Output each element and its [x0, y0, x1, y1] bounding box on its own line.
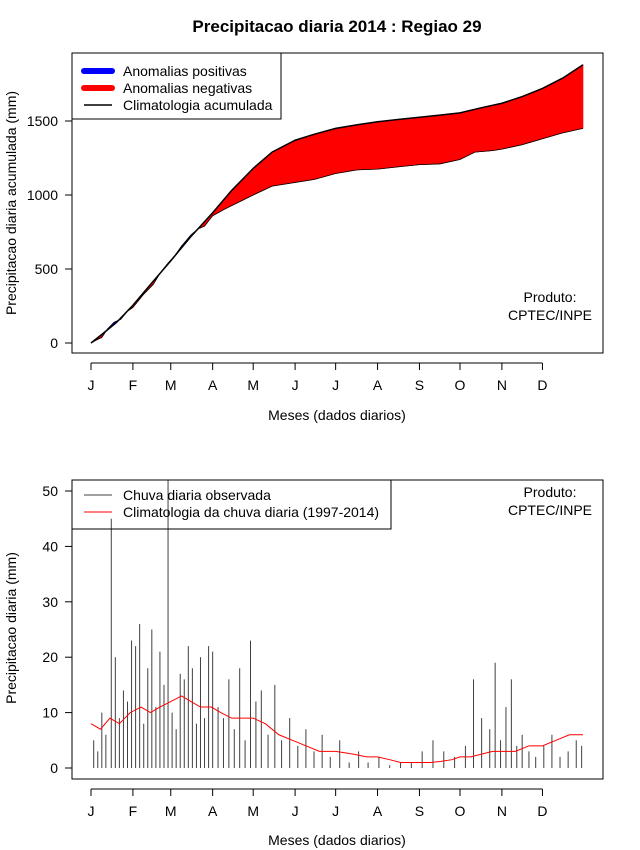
x-tick-label: D: [537, 377, 547, 393]
x-tick-label: J: [88, 377, 95, 393]
y-axis: 0 500 1000 1500: [27, 113, 73, 351]
climatology-line: [90, 64, 584, 344]
x-tick-label: F: [129, 377, 138, 393]
climatology-daily-line: [90, 695, 583, 763]
x-tick-label: O: [455, 803, 466, 819]
y-axis-label: Precipitacao diaria (mm): [3, 552, 19, 704]
x-tick-label: N: [497, 377, 507, 393]
legend-label-positive: Anomalias positivas: [123, 63, 247, 79]
x-tick-label: J: [88, 803, 95, 819]
daily-chart: 0 10 20 30 40 50 J F M A M J J A S O N D Precipitacao di…: [3, 479, 604, 848]
y-tick-label: 20: [42, 649, 58, 665]
y-tick-label: 30: [42, 594, 58, 610]
y-axis-label: Precipitacao diaria acumulada (mm): [3, 91, 19, 315]
product-source: CPTEC/INPE: [508, 502, 592, 518]
x-tick-label: J: [292, 803, 299, 819]
legend-label-negative: Anomalias negativas: [123, 80, 252, 96]
legend: Chuva diaria observada Climatologia da c…: [71, 479, 392, 530]
legend: Anomalias positivas Anomalias negativas …: [71, 52, 282, 120]
legend-label-climatology: Climatologia da chuva diaria (1997-2014): [123, 504, 379, 520]
y-tick-label: 0: [50, 760, 58, 776]
product-label: Produto:: [524, 289, 577, 305]
y-tick-label: 40: [42, 538, 58, 554]
y-tick-label: 500: [35, 261, 59, 277]
x-tick-label: M: [165, 377, 177, 393]
product-label: Produto:: [524, 484, 577, 500]
y-tick-label: 1000: [27, 187, 58, 203]
anomaly-negative-segment: [581, 64, 584, 130]
x-tick-label: A: [373, 377, 383, 393]
x-tick-label: A: [208, 377, 218, 393]
x-tick-label: M: [247, 803, 259, 819]
x-tick-label: J: [332, 803, 339, 819]
figure-title: Precipitacao diaria 2014 : Regiao 29: [192, 17, 481, 36]
observed-accumulated-line: [90, 128, 584, 344]
legend-label-observed: Chuva diaria observada: [123, 487, 271, 503]
legend-label-climatology: Climatologia acumulada: [123, 97, 273, 113]
y-tick-label: 10: [42, 705, 58, 721]
y-tick-label: 50: [42, 483, 58, 499]
climatology-accumulated-line: [90, 64, 584, 344]
x-tick-label: J: [332, 377, 339, 393]
x-tick-label: F: [129, 803, 138, 819]
x-tick-label: O: [455, 377, 466, 393]
legend-box: [71, 52, 282, 120]
x-tick-label: N: [497, 803, 507, 819]
y-axis: 0 10 20 30 40 50: [42, 483, 73, 776]
x-axis-label: Meses (dados diarios): [268, 407, 406, 423]
observed-daily-bars: [93, 480, 583, 768]
y-tick-label: 0: [50, 335, 58, 351]
x-tick-label: A: [373, 803, 383, 819]
legend-box: [71, 479, 392, 530]
x-tick-label: M: [247, 377, 259, 393]
accumulated-chart: 0 500 1000 1500 J F M A M J J A S O N D Precipitacao d…: [3, 52, 604, 423]
x-axis-label: Meses (dados diarios): [268, 832, 406, 848]
product-source: CPTEC/INPE: [508, 307, 592, 323]
x-tick-label: D: [537, 803, 547, 819]
climatology-daily-line: [90, 695, 583, 763]
x-tick-label: S: [415, 803, 424, 819]
y-tick-label: 1500: [27, 113, 58, 129]
x-tick-label: J: [292, 377, 299, 393]
x-tick-label: M: [165, 803, 177, 819]
x-tick-label: A: [208, 803, 218, 819]
x-tick-label: S: [415, 377, 424, 393]
